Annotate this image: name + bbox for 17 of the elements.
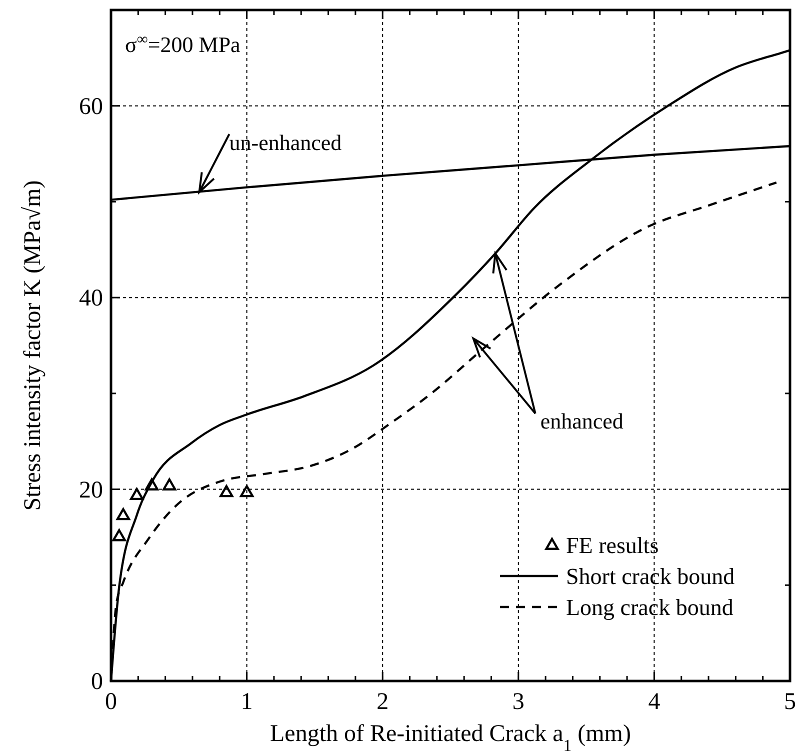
x-tick-label: 5 [784,689,796,715]
legend-label: Long crack bound [566,595,734,620]
y-tick-label: 0 [91,669,103,695]
annotation: un-enhanced [229,130,342,156]
x-axis-title: Length of Re-initiated Crack a$_{1}$ (mm) [270,721,631,751]
y-tick-label: 20 [79,477,103,504]
x-tick-label: 1 [240,689,253,715]
legend-label: Short crack bound [566,564,736,589]
annotation: enhanced [540,408,624,434]
y-tick-label: 60 [79,94,103,120]
x-tick-label: 3 [512,689,524,715]
x-tick-label: 4 [648,689,660,715]
annotation: σ$^{∞}$=200 MPa [125,30,241,57]
y-tick-label: 40 [79,286,103,312]
x-tick-label: 2 [376,689,389,715]
y-axis-title: Stress intensity factor K (MPa√m) [20,180,46,511]
legend-label: FE results [566,533,659,558]
